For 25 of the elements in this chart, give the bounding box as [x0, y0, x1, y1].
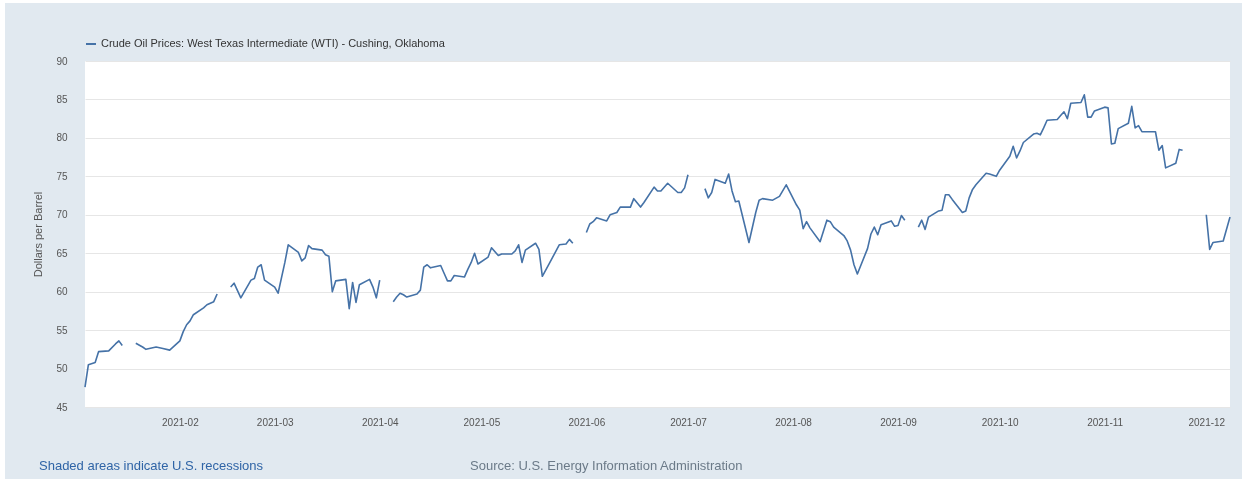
x-tick-label: 2021-10	[981, 416, 1019, 428]
x-tick-label: 2021-06	[568, 416, 606, 428]
y-tick-label: 75	[56, 170, 68, 182]
x-tick-label: 2021-02	[162, 416, 200, 428]
y-tick-label: 90	[56, 55, 68, 67]
x-tick-label: 2021-09	[880, 416, 918, 428]
x-tick-label: 2021-11	[1087, 416, 1124, 428]
y-tick-label: 80	[56, 132, 68, 144]
legend-label: Crude Oil Prices: West Texas Intermediate (WTI) - Cushing, Oklahoma	[101, 37, 446, 49]
y-tick-label: 45	[56, 401, 68, 413]
y-tick-label: 50	[56, 363, 68, 375]
x-tick-label: 2021-04	[361, 416, 400, 428]
y-tick-label: 85	[56, 93, 68, 105]
y-tick-label: 60	[56, 286, 68, 298]
y-tick-label: 65	[56, 247, 68, 259]
text: Shaded areas indicate U.S. recessions	[39, 458, 264, 473]
y-axis-title: Dollars per Barrel	[32, 191, 45, 278]
y-tick-label: 55	[56, 324, 68, 336]
y-tick-label: 70	[56, 209, 68, 221]
x-tick-label: 2021-03	[256, 416, 294, 428]
x-tick-label: 2021-08	[775, 416, 813, 428]
x-tick-label: 2021-07	[670, 416, 708, 428]
x-tick-label: 2021-12	[1188, 416, 1226, 428]
source-note: Source: U.S. Energy Information Administration	[470, 458, 743, 473]
x-tick-label: 2021-05	[463, 416, 501, 428]
